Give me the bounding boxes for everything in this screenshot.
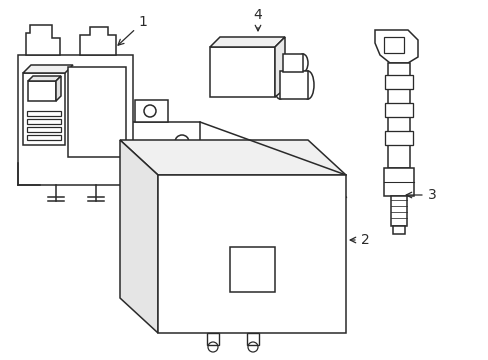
Polygon shape — [374, 30, 417, 63]
Polygon shape — [27, 111, 61, 116]
Polygon shape — [274, 37, 285, 97]
Polygon shape — [18, 55, 133, 185]
Polygon shape — [387, 63, 409, 168]
Polygon shape — [28, 81, 56, 101]
Polygon shape — [209, 47, 274, 97]
Polygon shape — [392, 226, 404, 234]
Polygon shape — [384, 103, 412, 117]
Polygon shape — [246, 333, 259, 345]
Polygon shape — [120, 140, 158, 333]
Polygon shape — [120, 140, 346, 175]
Polygon shape — [384, 131, 412, 145]
Polygon shape — [390, 196, 406, 226]
Polygon shape — [80, 27, 116, 55]
Polygon shape — [28, 76, 61, 81]
Polygon shape — [135, 100, 168, 122]
Polygon shape — [27, 135, 61, 140]
Polygon shape — [280, 71, 307, 99]
Polygon shape — [23, 65, 73, 73]
Text: 1: 1 — [118, 15, 147, 45]
Polygon shape — [130, 122, 200, 177]
Polygon shape — [206, 333, 219, 345]
Text: 2: 2 — [349, 233, 368, 247]
Text: 4: 4 — [253, 8, 262, 31]
Polygon shape — [68, 67, 126, 157]
Polygon shape — [56, 76, 61, 101]
Polygon shape — [158, 175, 346, 333]
Ellipse shape — [302, 71, 313, 99]
Polygon shape — [27, 127, 61, 132]
Polygon shape — [209, 37, 285, 47]
Ellipse shape — [273, 71, 285, 99]
Polygon shape — [283, 54, 303, 72]
Polygon shape — [27, 119, 61, 124]
Polygon shape — [383, 168, 413, 196]
Polygon shape — [384, 75, 412, 89]
Polygon shape — [26, 25, 60, 55]
Text: 3: 3 — [406, 188, 435, 202]
Polygon shape — [23, 73, 65, 145]
Ellipse shape — [278, 54, 287, 72]
Ellipse shape — [297, 54, 307, 72]
